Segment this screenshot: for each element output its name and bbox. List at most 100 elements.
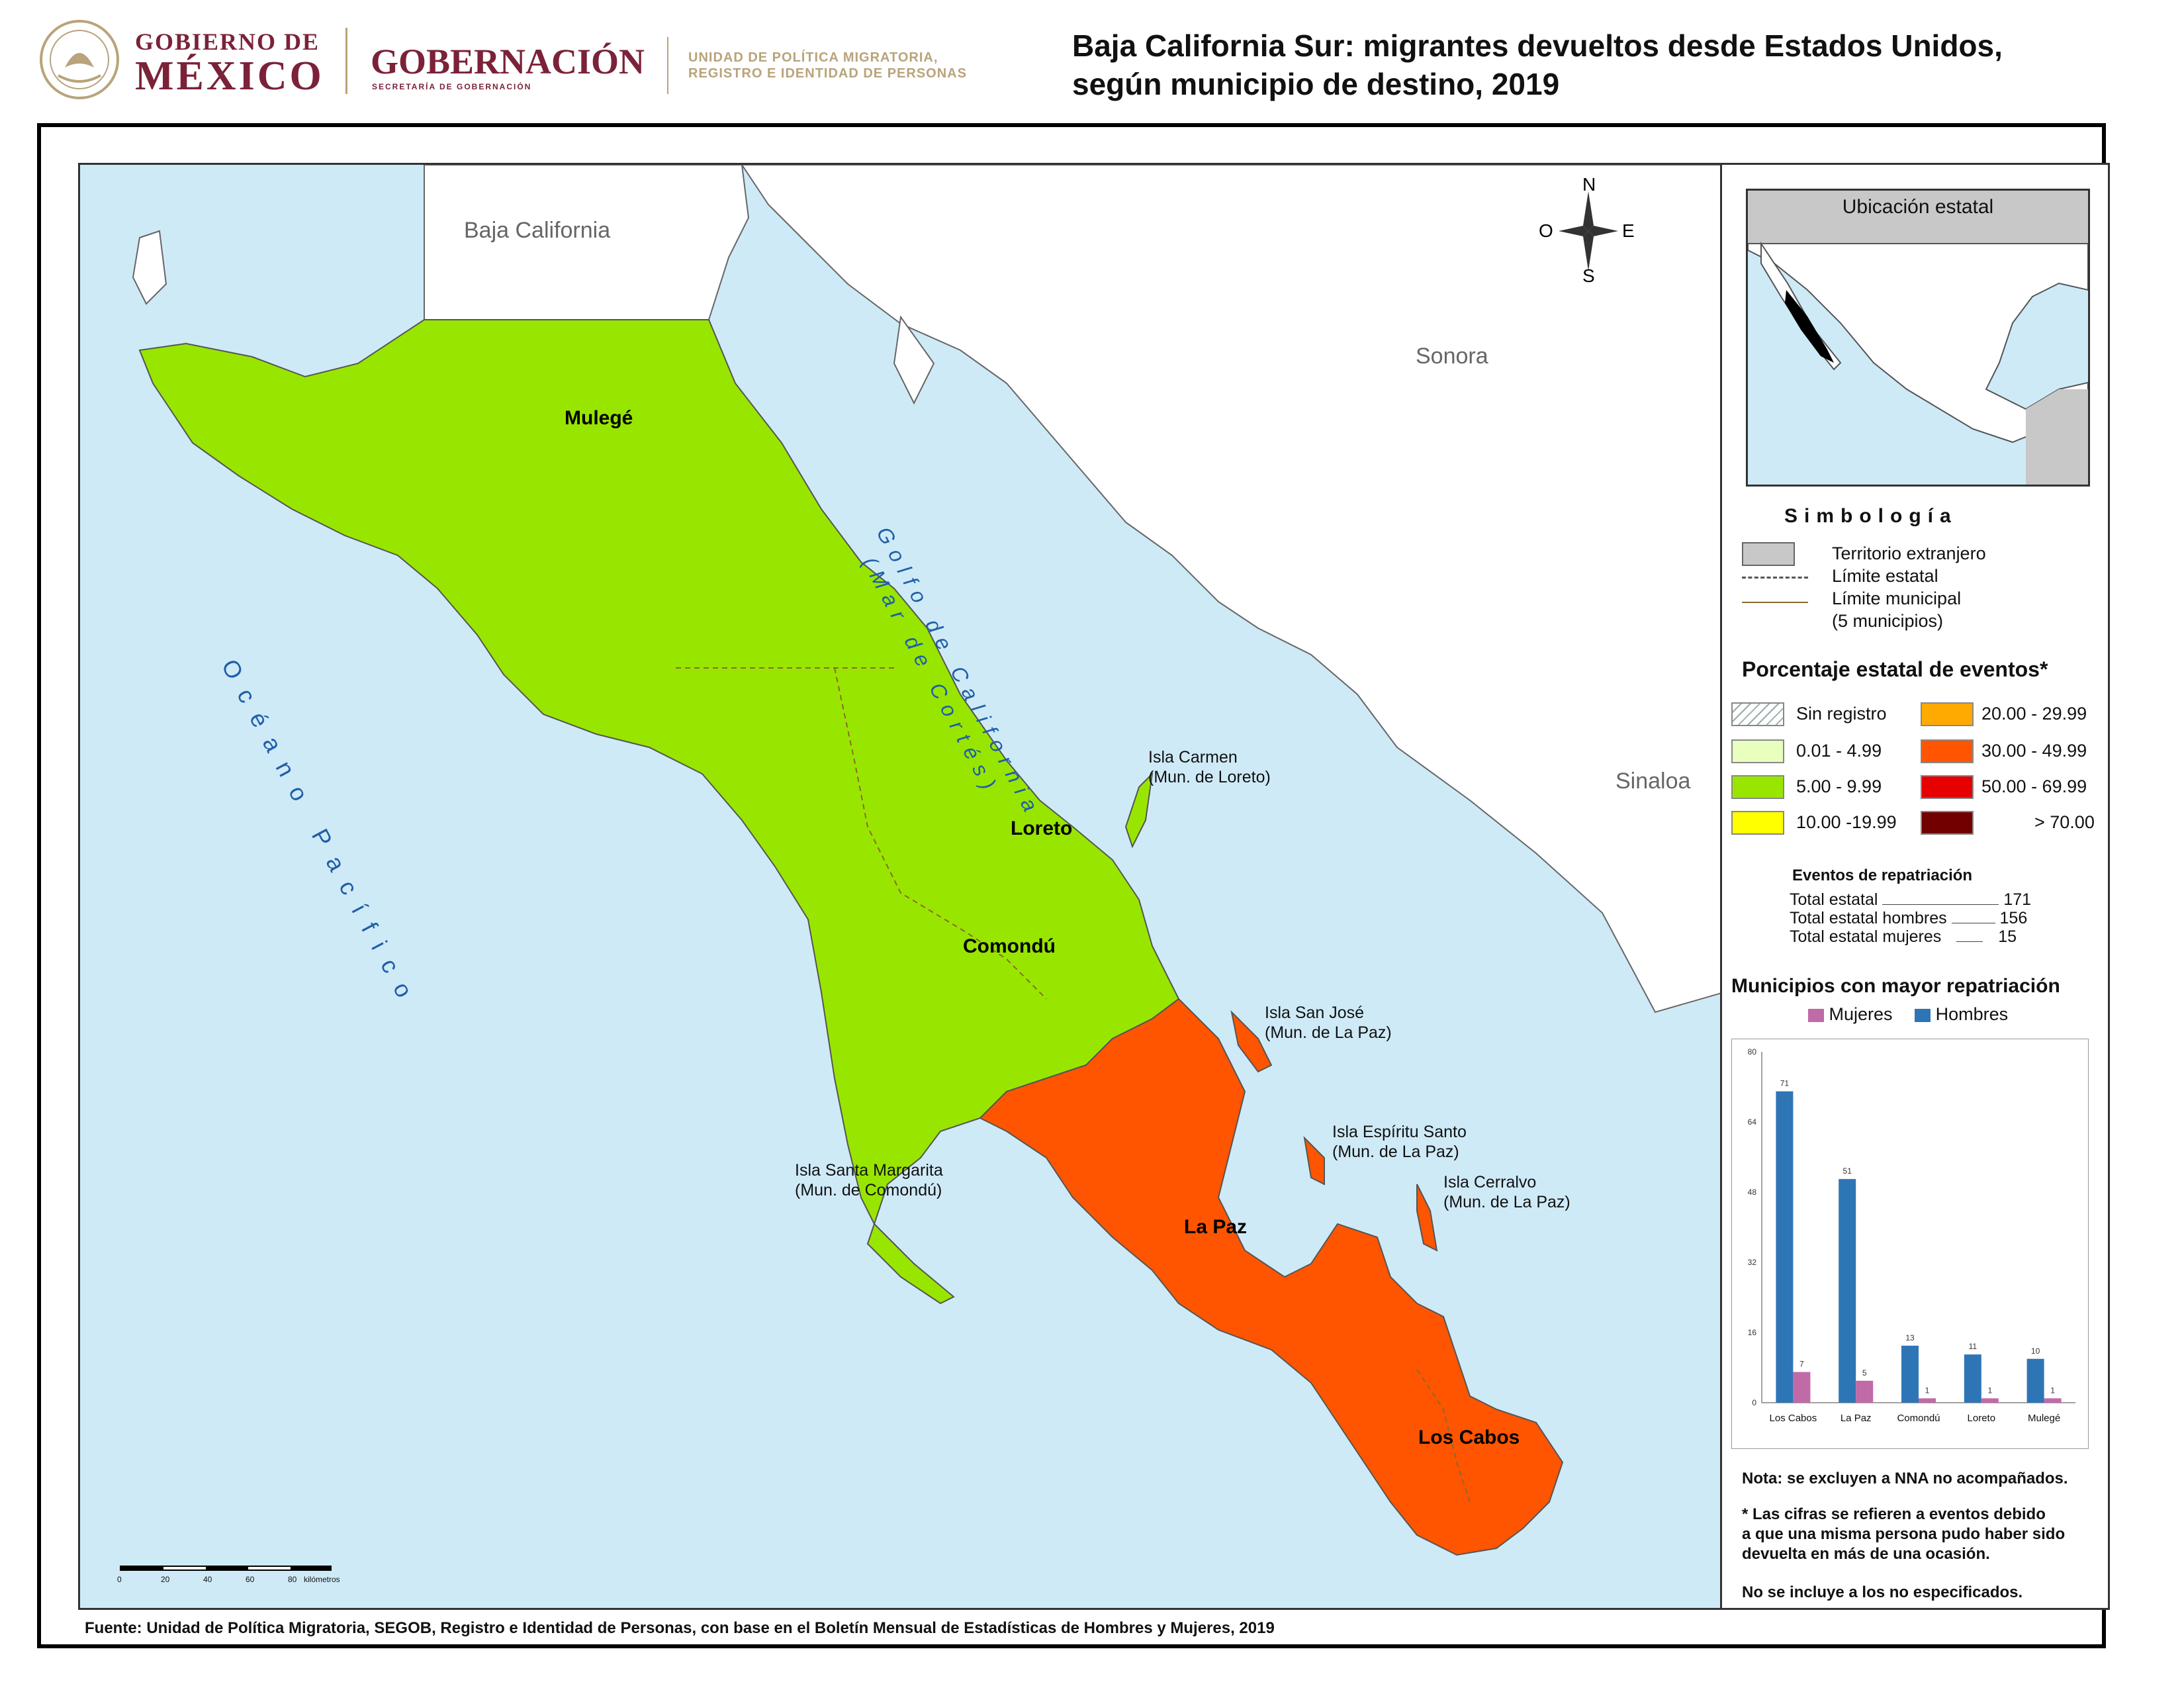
swatch-10-20 (1731, 811, 1784, 835)
map-svg (132, 165, 1720, 1556)
scale-unit: kilómetros (304, 1575, 340, 1584)
data-label: 1 (2050, 1385, 2055, 1395)
y-tick-label: 48 (1748, 1188, 1757, 1197)
events-total-value: 171 (2003, 890, 2032, 909)
scale-20: 20 (161, 1575, 170, 1584)
data-label: 51 (1843, 1166, 1852, 1176)
note-asterisk-l3: devuelta en más de una ocasión. (1742, 1545, 1990, 1563)
isla-cerralvo (1416, 1184, 1438, 1252)
y-tick-label: 16 (1748, 1328, 1757, 1337)
class-10-20: 10.00 -19.99 (1796, 812, 1897, 832)
isla-san-jose-name: Isla San José (1265, 1004, 1365, 1022)
bar-mujeres (1919, 1398, 1936, 1403)
island-north-gulf (893, 315, 935, 405)
isla-carmen-mun: (Mun. de Loreto) (1148, 768, 1271, 786)
category-label: La Paz (1841, 1413, 1872, 1424)
label-loreto: Loreto (1011, 818, 1073, 839)
events-total-leader (1882, 904, 1999, 905)
events-row-total: Total estatal 171 (1790, 890, 2041, 910)
compass-n: N (1582, 174, 1596, 195)
gob-line2: MÉXICO (135, 54, 324, 99)
label-sonora: Sonora (1416, 344, 1488, 369)
isla-cerralvo-name: Isla Cerralvo (1443, 1173, 1537, 1192)
isla-santa-margarita-mun: (Mun. de Comondú) (795, 1181, 942, 1199)
scale-bar: 0 20 40 60 80 kilómetros (117, 1566, 385, 1592)
data-label: 13 (1905, 1333, 1915, 1342)
y-tick-label: 0 (1752, 1398, 1756, 1407)
swatch-20-30 (1921, 702, 1974, 726)
bar-hombres (1964, 1354, 1981, 1403)
label-comondu: Comondú (963, 935, 1056, 957)
unidad-line2: REGISTRO E IDENTIDAD DE PERSONAS (688, 66, 967, 81)
class-20-30: 20.00 - 29.99 (1981, 704, 2087, 724)
scale-0: 0 (117, 1575, 122, 1584)
unidad-line1: UNIDAD DE POLÍTICA MIGRATORIA, (688, 50, 938, 65)
class-5-10: 5.00 - 9.99 (1796, 776, 1882, 796)
events-hombres-label: Total estatal hombres (1790, 909, 1947, 927)
note-nna: Nota: se excluyen a NNA no acompañados. (1742, 1470, 2068, 1487)
bar-mujeres (1793, 1372, 1811, 1403)
class-70-plus: > 70.00 (2034, 812, 2095, 832)
label-isla-espiritu-santo: Isla Espíritu Santo (Mun. de La Paz) (1332, 1122, 1467, 1162)
y-tick-label: 80 (1748, 1047, 1757, 1056)
map-title: Baja California Sur: migrantes devueltos… (1072, 26, 2164, 103)
isla-san-jose (1230, 1009, 1273, 1073)
side-panel: Ubicación estatal Simbología Territorio … (1722, 163, 2110, 1610)
legend-limite-estatal: Límite estatal (1832, 566, 1938, 586)
class-50-70: 50.00 - 69.99 (1981, 776, 2087, 796)
category-label: Mulegé (2028, 1413, 2060, 1424)
isla-santa-margarita-name: Isla Santa Margarita (795, 1161, 943, 1180)
compass-icon (1559, 191, 1618, 271)
scale-line (120, 1566, 332, 1571)
data-label: 10 (2031, 1346, 2040, 1356)
data-label: 5 (1862, 1368, 1867, 1378)
map-panel: Baja California Sonora Sinaloa Golfo de … (78, 163, 1722, 1610)
bar-mujeres (2044, 1398, 2062, 1403)
category-label: Comondú (1897, 1413, 1940, 1424)
swatch-30-50 (1921, 739, 1974, 763)
events-total-label: Total estatal (1790, 890, 1878, 909)
swatch-70-plus (1921, 811, 1974, 835)
title-line2: según municipio de destino, 2019 (1072, 67, 1560, 101)
isla-carmen-name: Isla Carmen (1148, 748, 1238, 767)
label-isla-santa-margarita: Isla Santa Margarita (Mun. de Comondú) (795, 1160, 943, 1200)
events-row-hombres: Total estatal hombres 156 (1790, 909, 2041, 928)
line-limite-estatal (1742, 577, 1808, 579)
class-0-5: 0.01 - 4.99 (1796, 741, 1882, 761)
title-line1: Baja California Sur: migrantes devueltos… (1072, 28, 2003, 63)
label-isla-cerralvo: Isla Cerralvo (Mun. de La Paz) (1443, 1172, 1570, 1212)
compass-e: E (1622, 220, 1635, 241)
class-sin-registro: Sin registro (1796, 704, 1887, 724)
events-row-mujeres: Total estatal mujeres 15 (1790, 927, 2041, 947)
bar-hombres (1839, 1179, 1856, 1403)
swatch-0-5 (1731, 739, 1784, 763)
coat-of-arms-logo (38, 19, 120, 101)
label-sinaloa: Sinaloa (1615, 769, 1691, 794)
label-la-paz: La Paz (1184, 1216, 1248, 1238)
swatch-50-70 (1921, 775, 1974, 799)
label-los-cabos: Los Cabos (1418, 1427, 1520, 1448)
legend-mujeres-label: Mujeres (1829, 1004, 1893, 1024)
bar-chart: 0 16 32 48 64 80 71 7 Los Cabos 51 5 La Paz 13 1 Comon… (1731, 1039, 2089, 1449)
pct-title: Porcentaje estatal de eventos* (1742, 657, 2048, 681)
inset-title: Ubicación estatal (1842, 196, 1994, 218)
y-tick-label: 32 (1748, 1258, 1757, 1267)
class-30-50: 30.00 - 49.99 (1981, 741, 2087, 761)
note-no-especificados: No se incluye a los no especificados. (1742, 1583, 2023, 1601)
label-isla-san-jose: Isla San José (Mun. de La Paz) (1265, 1003, 1392, 1043)
source-note: Fuente: Unidad de Política Migratoria, S… (85, 1619, 1275, 1637)
events-hombres-value: 156 (1999, 909, 2028, 927)
label-isla-carmen: Isla Carmen (Mun. de Loreto) (1148, 747, 1271, 787)
data-label: 1 (1987, 1385, 1992, 1395)
compass-s: S (1582, 265, 1595, 286)
legend-limite-municipal: Límite municipal (1832, 588, 1962, 608)
events-title: Eventos de repatriación (1792, 867, 1973, 884)
label-baja-california: Baja California (464, 218, 611, 243)
y-tick-label: 64 (1748, 1117, 1757, 1127)
isla-espiritu-santo-mun: (Mun. de La Paz) (1332, 1143, 1459, 1161)
legend-title: Simbología (1784, 505, 1958, 527)
swatch-sin-registro (1731, 702, 1784, 726)
legend-hombres-label: Hombres (1935, 1004, 2009, 1024)
scale-80: 80 (288, 1575, 297, 1584)
isla-espiritu-santo-name: Isla Espíritu Santo (1332, 1123, 1467, 1141)
